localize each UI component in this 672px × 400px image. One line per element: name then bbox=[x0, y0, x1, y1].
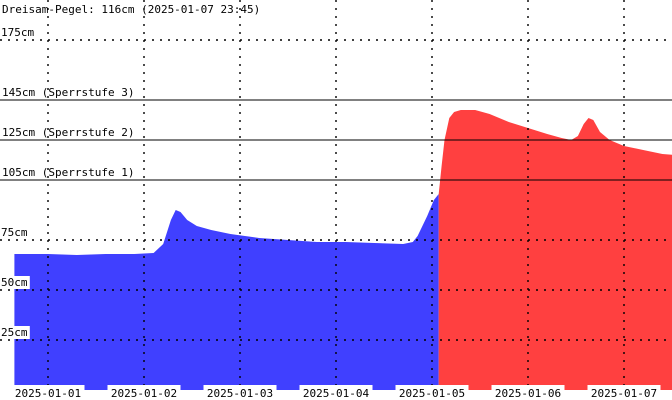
y-tick-label-3: 175cm bbox=[1, 26, 34, 39]
x-tick-label-1: 2025-01-02 bbox=[111, 387, 177, 400]
y-label-bg-3 bbox=[0, 26, 37, 39]
y-tick-label-0: 25cm bbox=[1, 326, 28, 339]
x-label-bg-6 bbox=[587, 385, 661, 400]
threshold-lines: 105cm (Sperrstufe 1) 125cm (Sperrstufe 2)… bbox=[0, 86, 672, 181]
x-tick-label-5: 2025-01-06 bbox=[495, 387, 561, 400]
chart-title: Dreisam-Pegel: 116cm (2025-01-07 23:45) bbox=[2, 3, 260, 16]
y-label-bg-2 bbox=[0, 226, 30, 239]
x-label-bg-2 bbox=[203, 385, 277, 400]
series-areas bbox=[14, 110, 672, 390]
x-tick-label-0: 2025-01-01 bbox=[15, 387, 81, 400]
threshold-label-1: 125cm (Sperrstufe 2) bbox=[2, 126, 134, 139]
series-area-0 bbox=[14, 194, 439, 390]
threshold-label-2: 145cm (Sperrstufe 3) bbox=[2, 86, 134, 99]
y-tick-label-2: 75cm bbox=[1, 226, 28, 239]
x-label-bg-0 bbox=[11, 385, 85, 400]
x-tick-label-3: 2025-01-04 bbox=[303, 387, 370, 400]
x-tick-labels: 2025-01-01 2025-01-02 2025-01-03 2025-01-04… bbox=[11, 385, 661, 400]
y-tick-labels: 25cm 50cm 75cm 175cm bbox=[0, 26, 37, 339]
x-label-bg-5 bbox=[491, 385, 565, 400]
x-label-bg-4 bbox=[395, 385, 469, 400]
x-tick-label-6: 2025-01-07 bbox=[591, 387, 657, 400]
x-label-bg-1 bbox=[107, 385, 181, 400]
y-label-bg-0 bbox=[0, 326, 30, 339]
y-label-bg-1 bbox=[0, 276, 30, 289]
threshold-label-0: 105cm (Sperrstufe 1) bbox=[2, 166, 134, 179]
x-tick-label-2: 2025-01-03 bbox=[207, 387, 273, 400]
series-area-1 bbox=[438, 110, 672, 390]
x-label-bg-3 bbox=[299, 385, 373, 400]
x-tick-label-4: 2025-01-05 bbox=[399, 387, 465, 400]
y-tick-label-1: 50cm bbox=[1, 276, 28, 289]
